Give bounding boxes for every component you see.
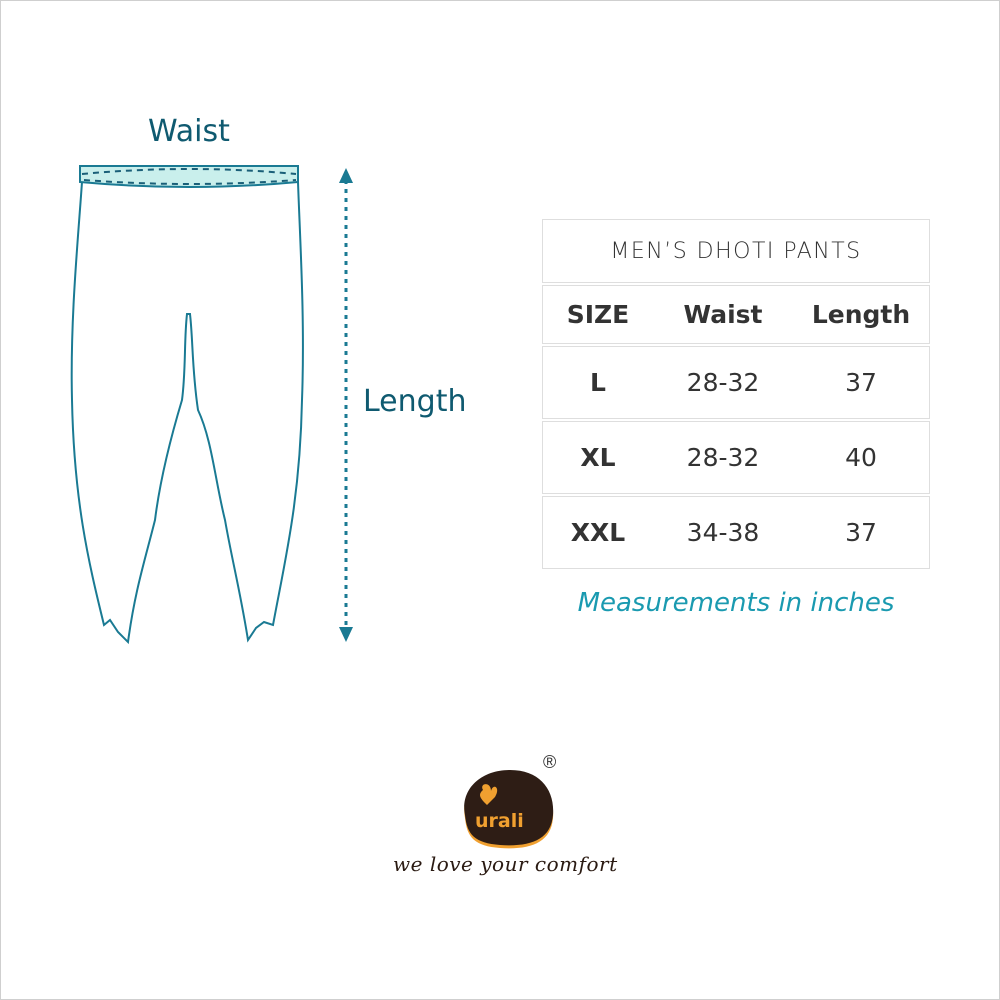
- measurement-note: Measurements in inches: [577, 588, 895, 618]
- header-waist: Waist: [683, 300, 763, 329]
- length-label: Length: [363, 384, 467, 419]
- waist-cell: 28-32: [686, 368, 760, 397]
- table-header: SIZE Waist Length: [542, 285, 930, 344]
- length-cell: 37: [845, 518, 877, 547]
- table-title: MEN’S DHOTI PANTS: [542, 219, 930, 283]
- brand-logo: urali: [464, 770, 554, 849]
- waist-cell: 34-38: [686, 518, 760, 547]
- registered-mark: ®: [543, 752, 557, 772]
- size-cell: XL: [580, 443, 616, 472]
- table-row: XL 28-32 40: [542, 421, 930, 494]
- size-table: MEN’S DHOTI PANTS SIZE Waist Length L 28…: [542, 219, 930, 571]
- table-row: XXL 34-38 37: [542, 496, 930, 569]
- length-cell: 37: [845, 368, 877, 397]
- waist-label: Waist: [148, 114, 230, 149]
- size-cell: XXL: [570, 518, 626, 547]
- size-cell: L: [590, 368, 606, 397]
- length-cell: 40: [845, 443, 877, 472]
- header-size: SIZE: [566, 300, 630, 329]
- pants-outline: [70, 181, 304, 645]
- waist-cell: 28-32: [686, 443, 760, 472]
- pants-diagram: [70, 165, 353, 645]
- brand-name: urali: [475, 810, 524, 832]
- heart-icon: [480, 784, 498, 805]
- table-row: L 28-32 37: [542, 346, 930, 419]
- brand-tagline: we love your comfort: [393, 852, 618, 876]
- waist-measure-line: [81, 168, 297, 185]
- arrow-down-icon: [339, 627, 353, 642]
- waistband: [79, 165, 299, 188]
- arrow-up-icon: [339, 168, 353, 183]
- header-length: Length: [811, 300, 911, 329]
